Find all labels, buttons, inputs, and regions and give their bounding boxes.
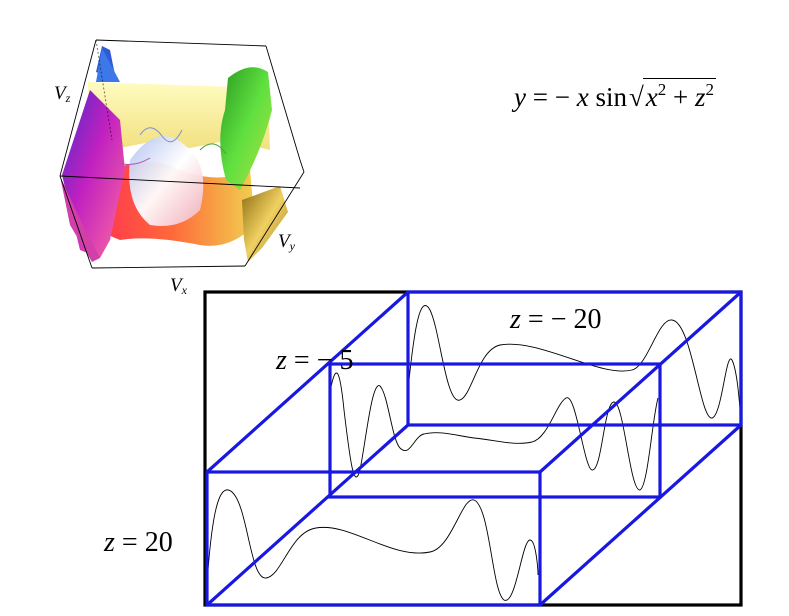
equation-lhs: y [514,82,526,112]
radicand: x2 + z2 [642,78,717,112]
slice-plane-middle [328,362,662,499]
surface-mesh [60,46,288,262]
radicand-x: x [645,82,658,112]
slice-label-z-minus-5: z = − 5 [276,345,354,376]
axis-label-vz: Vz [54,83,71,105]
radicand-plus: + [673,82,689,112]
axis-label-vx: Vx [170,275,187,297]
axis-label-vy: Vy [278,231,295,253]
surface-bounding-box [59,39,305,269]
slice-plane-front [205,470,542,607]
exponent-x: 2 [657,80,667,99]
sqrt-symbol: √x2 + z2 [628,78,717,112]
surface-plot-3d [59,39,305,269]
equation: y = − x sin√x2 + z2 [514,78,717,112]
curve-z-minus-20 [407,305,742,421]
slice-plane-back [406,290,743,427]
exponent-z: 2 [705,80,715,99]
slice-box [205,290,743,607]
slice-label-z-20: z = 20 [104,527,173,558]
equation-sign: − [554,82,570,112]
equation-func: sin [595,82,627,112]
projection-diagram [203,290,743,607]
equation-var: x [576,82,589,112]
equation-equals: = [532,82,548,112]
radicand-z: z [695,82,706,112]
curve-z-20 [207,489,539,601]
slice-label-z-minus-20: z = − 20 [510,304,602,335]
